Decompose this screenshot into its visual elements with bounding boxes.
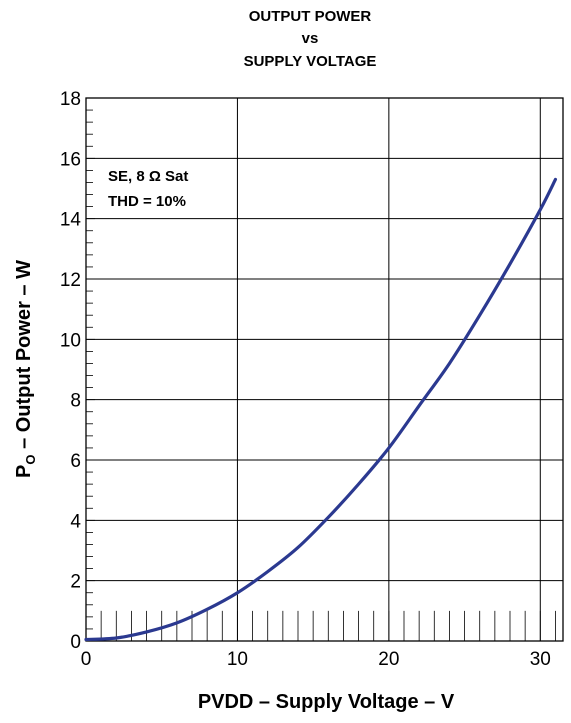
x-tick-label: 10 [227, 649, 248, 670]
y-tick-label: 18 [60, 89, 81, 110]
y-tick-labels: 0 2 4 6 8 10 12 14 16 18 [60, 89, 82, 653]
y-tick-label: 14 [60, 210, 82, 231]
y-tick-label: 4 [70, 511, 81, 532]
y-axis-title-suffix: – Output Power – W [13, 260, 35, 455]
y-tick-label: 10 [60, 330, 81, 351]
annotation-line-2: THD = 10% [108, 193, 186, 210]
annotation-line-1: SE, 8 Ω Sat [108, 168, 188, 185]
y-tick-label: 6 [70, 451, 81, 472]
y-axis-title-subscript: O [23, 454, 38, 464]
y-tick-label: 8 [70, 391, 81, 412]
chart-title-line-1: OUTPUT POWER [249, 8, 372, 25]
series-line [84, 177, 558, 642]
y-tick-label: 2 [70, 572, 81, 593]
chart-title-line-3: SUPPLY VOLTAGE [244, 53, 377, 70]
y-tick-label: 12 [60, 270, 81, 291]
x-tick-label: 0 [81, 649, 92, 670]
y-tick-label: 0 [70, 632, 81, 653]
x-axis-title: PVDD – Supply Voltage – V [198, 691, 455, 713]
plot-frame [85, 97, 564, 642]
annotation-box [104, 160, 232, 216]
x-tick-label: 30 [530, 649, 551, 670]
chart-title-line-2: vs [302, 30, 319, 47]
x-tick-label: 20 [378, 649, 399, 670]
x-tick-labels: 0 10 20 30 [81, 649, 551, 670]
y-axis-title: PO – Output Power – W [13, 260, 38, 478]
y-tick-label: 16 [60, 149, 81, 170]
y-axis-title-prefix: P [13, 465, 35, 478]
